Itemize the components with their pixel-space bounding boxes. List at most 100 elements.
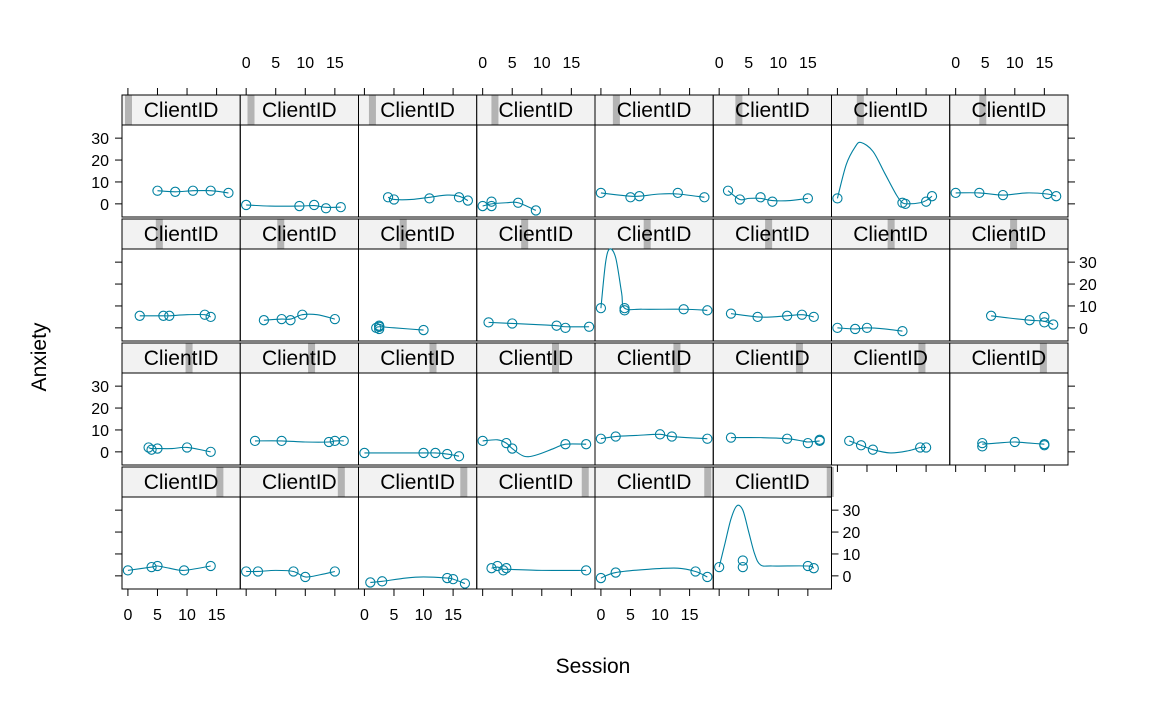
data-point (388, 194, 400, 205)
x-tick-label-top: 5 (981, 55, 990, 72)
strip-level-marker (185, 343, 193, 373)
data-point (152, 560, 163, 572)
x-tick-label-bottom: 15 (208, 607, 226, 624)
data-point (832, 322, 843, 334)
strip-level-marker (399, 219, 407, 249)
data-point (152, 185, 163, 196)
data-point (205, 446, 216, 458)
data-point (782, 310, 793, 321)
data-point (249, 435, 261, 447)
series-line (370, 576, 466, 585)
strip-background (949, 219, 1068, 249)
data-point (690, 566, 701, 577)
strip-background (240, 343, 359, 373)
data-point (223, 187, 234, 199)
strip-level-marker (429, 343, 437, 373)
data-point (146, 561, 157, 573)
data-point (418, 324, 429, 336)
strip-level-marker (552, 343, 559, 373)
data-point (985, 310, 997, 321)
data-point (501, 437, 512, 449)
y-tick-label-right: 20 (843, 525, 861, 542)
data-point (374, 320, 385, 331)
data-point (595, 572, 607, 584)
data-point (814, 434, 825, 445)
series-line (727, 190, 808, 202)
strip-background (122, 343, 241, 373)
strip-level-marker (581, 467, 589, 497)
data-point (850, 323, 861, 335)
data-point (294, 200, 305, 212)
x-tick-label-bottom: 0 (360, 607, 369, 624)
strip-label: ClientID (853, 99, 928, 122)
series-line (246, 569, 335, 578)
data-point (560, 439, 571, 450)
strip-background (476, 467, 595, 497)
strip-label: ClientID (380, 471, 455, 494)
strip-label: ClientID (735, 99, 810, 122)
series-line (955, 192, 1057, 197)
data-point (802, 437, 813, 449)
x-tick-label-bottom: 15 (444, 607, 462, 624)
y-tick-label-right: 10 (1079, 299, 1097, 316)
data-point (320, 203, 332, 214)
panel: ClientID (712, 342, 832, 466)
strip-background (240, 95, 359, 125)
data-point (170, 186, 181, 197)
strip-level-marker (856, 95, 864, 125)
panel: ClientID (121, 94, 241, 218)
series-line (364, 452, 460, 457)
panel: ClientID (476, 94, 596, 218)
strip-level-marker (979, 95, 987, 125)
x-axis-title: Session (556, 655, 631, 678)
data-point (447, 573, 459, 585)
data-point (365, 577, 376, 588)
data-point (134, 310, 145, 321)
strip-level-marker (155, 219, 163, 249)
x-tick-label-top: 5 (744, 55, 753, 72)
data-point (241, 199, 252, 211)
data-point (459, 578, 471, 589)
series-line (488, 321, 590, 328)
panels-layer: ClientID ClientID ClientID ClientID ClientID… (121, 94, 1069, 590)
strip-label: ClientID (499, 347, 574, 370)
strip-label: ClientID (144, 223, 219, 246)
series-line (127, 565, 211, 571)
y-tick-label-left: 30 (91, 379, 109, 396)
x-tick-label-top: 10 (296, 55, 314, 72)
strip-label: ClientID (144, 347, 219, 370)
data-point (252, 566, 264, 577)
data-point (1009, 436, 1020, 448)
strip-label: ClientID (972, 347, 1047, 370)
panel: ClientID (239, 342, 359, 466)
panel: ClientID (121, 218, 241, 342)
strip-label: ClientID (617, 347, 692, 370)
data-point (205, 560, 216, 572)
strip-label: ClientID (972, 223, 1047, 246)
series-line (991, 315, 1054, 326)
x-tick-label-top: 0 (478, 55, 487, 72)
strip-level-marker (368, 95, 376, 125)
strip-background (949, 343, 1068, 373)
data-point (595, 302, 607, 314)
panel: ClientID (831, 94, 951, 218)
panel: ClientID (239, 94, 359, 218)
data-point (374, 323, 385, 335)
data-point (867, 444, 879, 455)
data-point (122, 565, 134, 576)
strip-background (831, 95, 950, 125)
data-point (205, 185, 216, 196)
strip-background (122, 95, 241, 125)
panel: ClientID (831, 218, 951, 342)
data-point (920, 196, 932, 207)
data-point (152, 443, 163, 454)
data-point (808, 563, 819, 574)
panel: ClientID (476, 218, 596, 342)
strip-label: ClientID (144, 99, 219, 122)
data-point (512, 197, 524, 208)
data-point (802, 560, 813, 572)
data-point (143, 442, 154, 453)
data-point (977, 441, 988, 452)
data-point (462, 195, 474, 206)
series-line (600, 192, 705, 198)
